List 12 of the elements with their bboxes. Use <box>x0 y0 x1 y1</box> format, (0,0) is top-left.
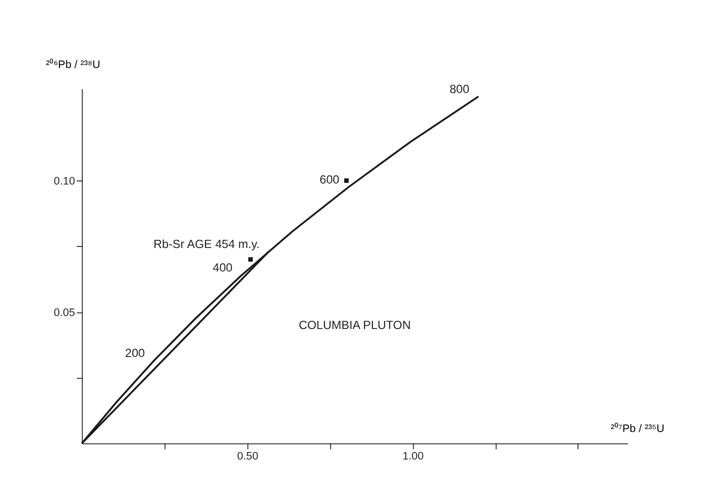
x-tick-label: 1.00 <box>402 450 424 462</box>
annotation: 800 <box>450 82 470 96</box>
annotation: 600 <box>320 172 340 187</box>
x-tick-label: 0.50 <box>237 450 258 462</box>
y-tick-label: 0.10 <box>54 176 76 188</box>
annotation: 400 <box>212 260 233 275</box>
annotation: 200 <box>125 346 146 360</box>
y-tick-label: 0.05 <box>54 307 76 320</box>
y-axis-title: ²⁰⁶Pb / ²³⁸U <box>46 58 100 72</box>
x-axis-title: ²⁰⁷Pb / ²³⁵U <box>610 422 665 436</box>
annotation: COLUMBIA PLUTON <box>298 318 411 332</box>
annotation: Rb-Sr AGE 454 m.y. <box>154 236 260 251</box>
